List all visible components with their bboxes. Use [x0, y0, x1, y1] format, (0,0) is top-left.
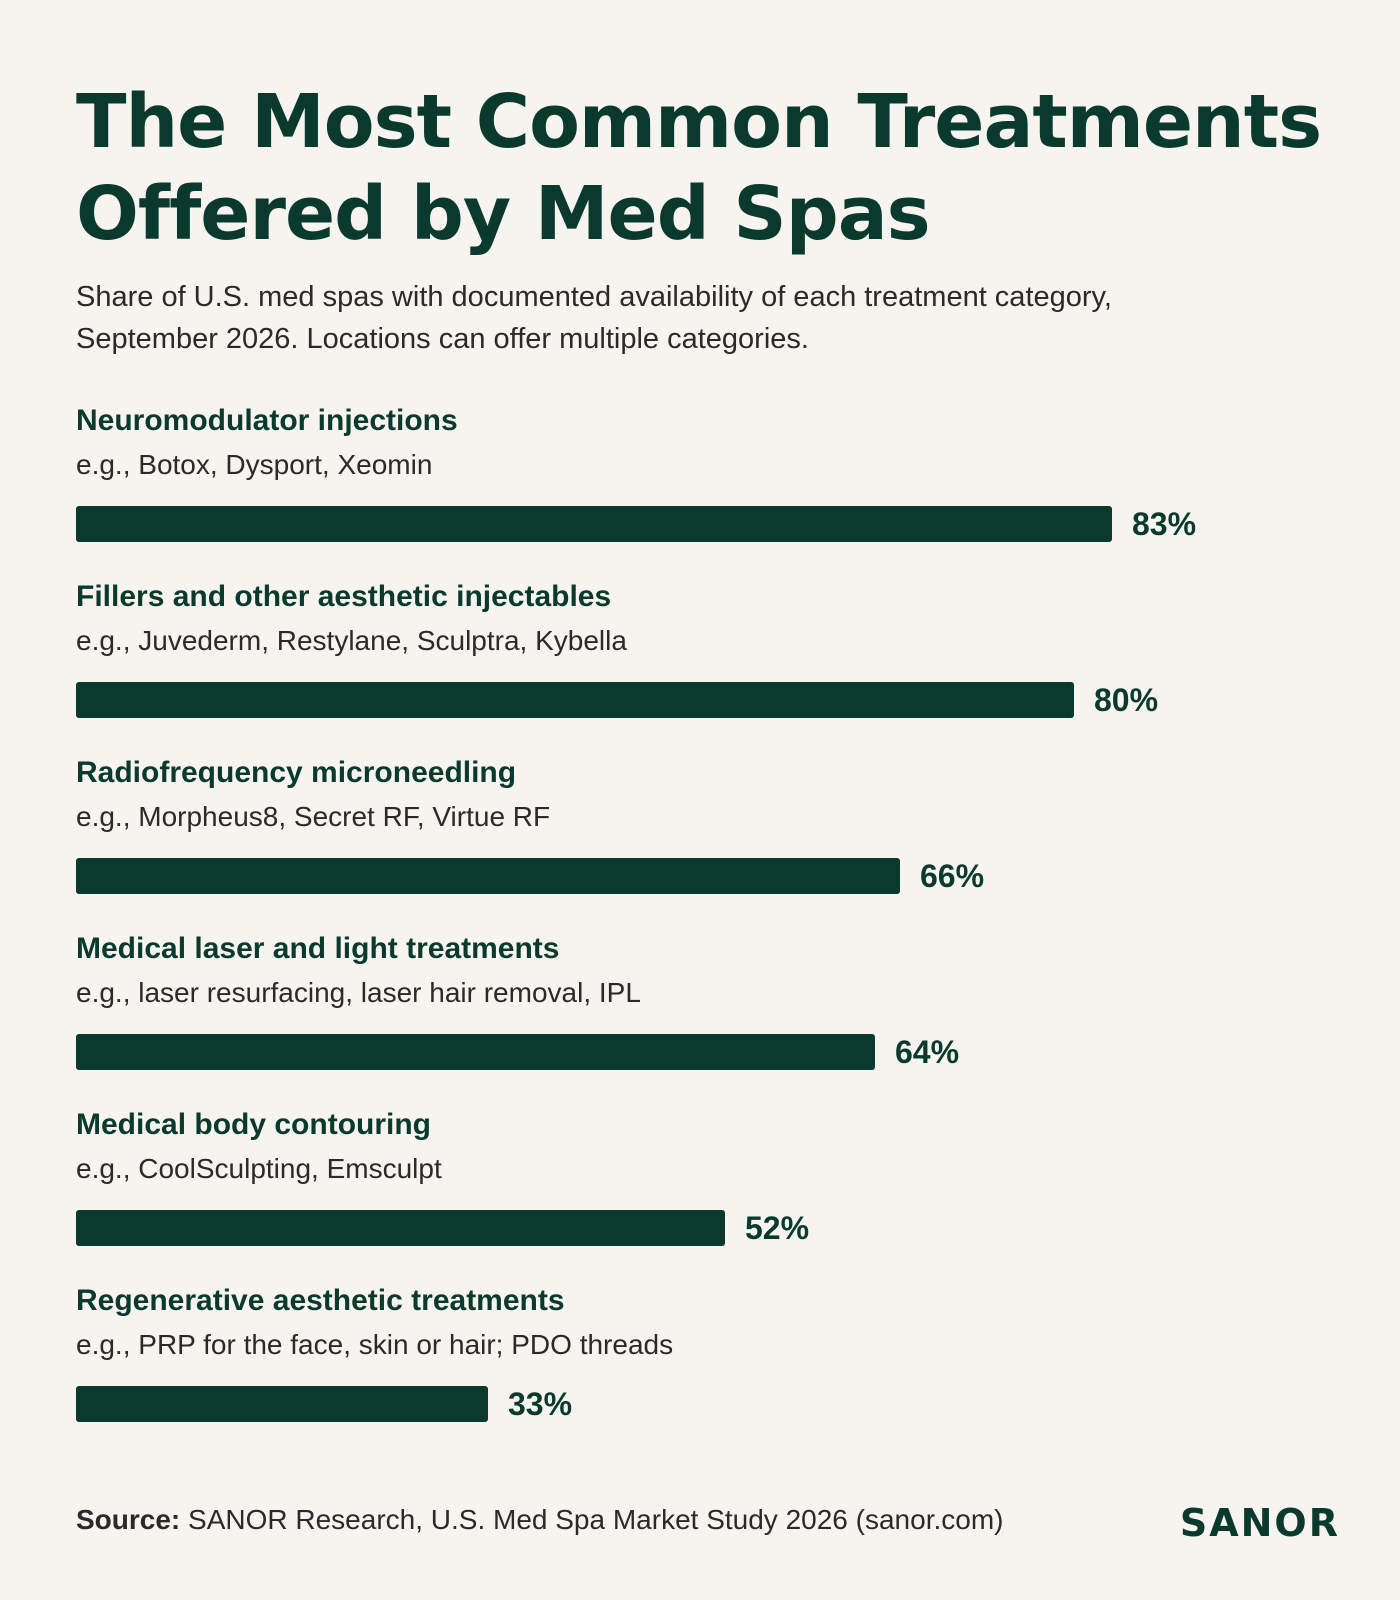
bar-value-label: 52%: [745, 1210, 810, 1246]
chart-title: The Most Common Treatments Offered by Me…: [76, 76, 1336, 260]
chart-title-line-1: The Most Common Treatments: [76, 79, 1322, 165]
chart-subtitle-line-1: Share of U.S. med spas with documented a…: [76, 281, 1112, 313]
category-row: Radiofrequency microneedling e.g., Morphe…: [76, 755, 1336, 935]
chart-subtitle-line-2: September 2026. Locations can offer mult…: [76, 323, 809, 355]
chart-subtitle: Share of U.S. med spas with documented a…: [76, 276, 1316, 360]
category-label: Fillers and other aesthetic injectables: [76, 580, 612, 613]
category-label: Neuromodulator injections: [76, 404, 458, 437]
category-examples: e.g., CoolSculpting, Emsculpt: [76, 1153, 442, 1184]
source-text: SANOR Research, U.S. Med Spa Market Stud…: [180, 1504, 1004, 1535]
bar-value-label: 33%: [508, 1386, 573, 1422]
bar: [76, 1034, 875, 1070]
category-label: Radiofrequency microneedling: [76, 756, 517, 789]
bar: [76, 506, 1112, 542]
category-row: Fillers and other aesthetic injectables e…: [76, 579, 1336, 759]
bar: [76, 858, 900, 894]
bar-chart: Neuromodulator injections e.g., Botox, Dy…: [76, 403, 1336, 1453]
source-label: Source:: [76, 1504, 181, 1535]
category-row: Medical laser and light treatments e.g., …: [76, 931, 1336, 1111]
bar-value-label: 80%: [1094, 682, 1159, 718]
bar: [76, 1386, 488, 1422]
source-note: Source: SANOR Research, U.S. Med Spa Mar…: [76, 1500, 1003, 1540]
category-examples: e.g., Juvederm, Restylane, Sculptra, Kyb…: [76, 625, 627, 656]
category-examples: e.g., Botox, Dysport, Xeomin: [76, 449, 433, 480]
bar-value-label: 83%: [1132, 506, 1197, 542]
category-label: Regenerative aesthetic treatments: [76, 1284, 565, 1317]
bar: [76, 1210, 725, 1246]
bar-value-label: 64%: [895, 1034, 960, 1070]
category-label: Medical body contouring: [76, 1108, 432, 1141]
category-row: Regenerative aesthetic treatments e.g., P…: [76, 1283, 1336, 1463]
category-examples: e.g., laser resurfacing, laser hair remo…: [76, 977, 641, 1008]
category-label: Medical laser and light treatments: [76, 932, 560, 965]
category-row: Neuromodulator injections e.g., Botox, Dy…: [76, 403, 1336, 583]
category-row: Medical body contouring e.g., CoolSculpti…: [76, 1107, 1336, 1287]
category-examples: e.g., Morpheus8, Secret RF, Virtue RF: [76, 801, 551, 832]
category-examples: e.g., PRP for the face, skin or hair; PD…: [76, 1329, 674, 1360]
bar-value-label: 66%: [920, 858, 985, 894]
chart-title-line-2: Offered by Med Spas: [76, 171, 931, 257]
bar: [76, 682, 1074, 718]
sanor-logo: SANOR: [1179, 1501, 1340, 1545]
